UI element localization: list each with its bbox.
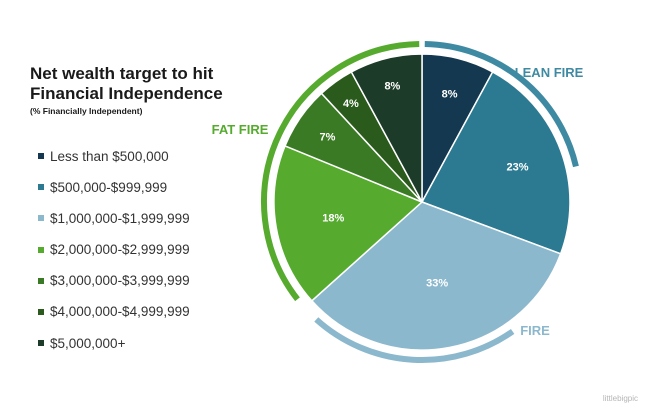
group-label: FAT FIRE: [212, 122, 269, 137]
chart-subtitle: (% Financially Independent): [30, 106, 143, 116]
watermark: littlebigpic: [602, 394, 638, 403]
group-arc: [261, 41, 420, 302]
slice-data-label: 8%: [384, 81, 400, 93]
group-arc: [424, 41, 579, 168]
legend-swatch: [38, 153, 44, 159]
chart-title-line-1: Net wealth target to hit: [30, 64, 214, 83]
legend-swatch: [38, 277, 44, 284]
legend-swatch: [38, 308, 44, 315]
legend-label: $500,000-$999,999: [50, 179, 168, 195]
chart-title: Net wealth target to hit Financial Indep…: [30, 64, 270, 104]
legend-label: $5,000,000+: [50, 335, 126, 351]
legend-label: Less than $500,000: [50, 148, 169, 164]
slice-data-label: 23%: [506, 161, 528, 173]
legend-item: Less than $500,000: [38, 146, 238, 166]
legend-item: $2,000,000-$2,999,999: [38, 240, 238, 260]
pie-slice: [273, 144, 424, 302]
chart-title-line-2: Financial Independence: [30, 84, 223, 103]
legend-item: $3,000,000-$3,999,999: [38, 271, 238, 291]
legend-label: $4,000,000-$4,999,999: [50, 304, 190, 320]
slice-data-label: 33%: [426, 278, 448, 290]
legend-swatch: [38, 215, 44, 222]
legend-label: $2,000,000-$2,999,999: [50, 242, 190, 258]
group-label: LEAN FIRE: [515, 65, 584, 80]
pie-slice: [350, 53, 423, 203]
legend-swatch: [38, 246, 44, 253]
group-arc: [314, 317, 515, 363]
legend-item: $1,000,000-$1,999,999: [38, 208, 238, 228]
legend-swatch: [38, 184, 44, 191]
legend-item: $4,000,000-$4,999,999: [38, 302, 238, 322]
legend-label: $1,000,000-$1,999,999: [50, 210, 190, 226]
legend-label: $3,000,000-$3,999,999: [50, 273, 190, 289]
pie-slice: [420, 70, 571, 255]
slice-data-label: 7%: [320, 131, 336, 143]
legend-item: $5,000,000+: [38, 333, 238, 353]
slice-data-label: 8%: [442, 88, 458, 100]
chart-legend: Less than $500,000 $500,000-$999,999 $1,00…: [38, 146, 238, 364]
legend-swatch: [38, 340, 44, 347]
slice-data-label: 18%: [322, 212, 344, 224]
slice-data-label: 4%: [343, 98, 359, 110]
pie-slice: [310, 201, 562, 351]
group-label: FIRE: [520, 323, 550, 338]
legend-item: $500,000-$999,999: [38, 177, 238, 197]
